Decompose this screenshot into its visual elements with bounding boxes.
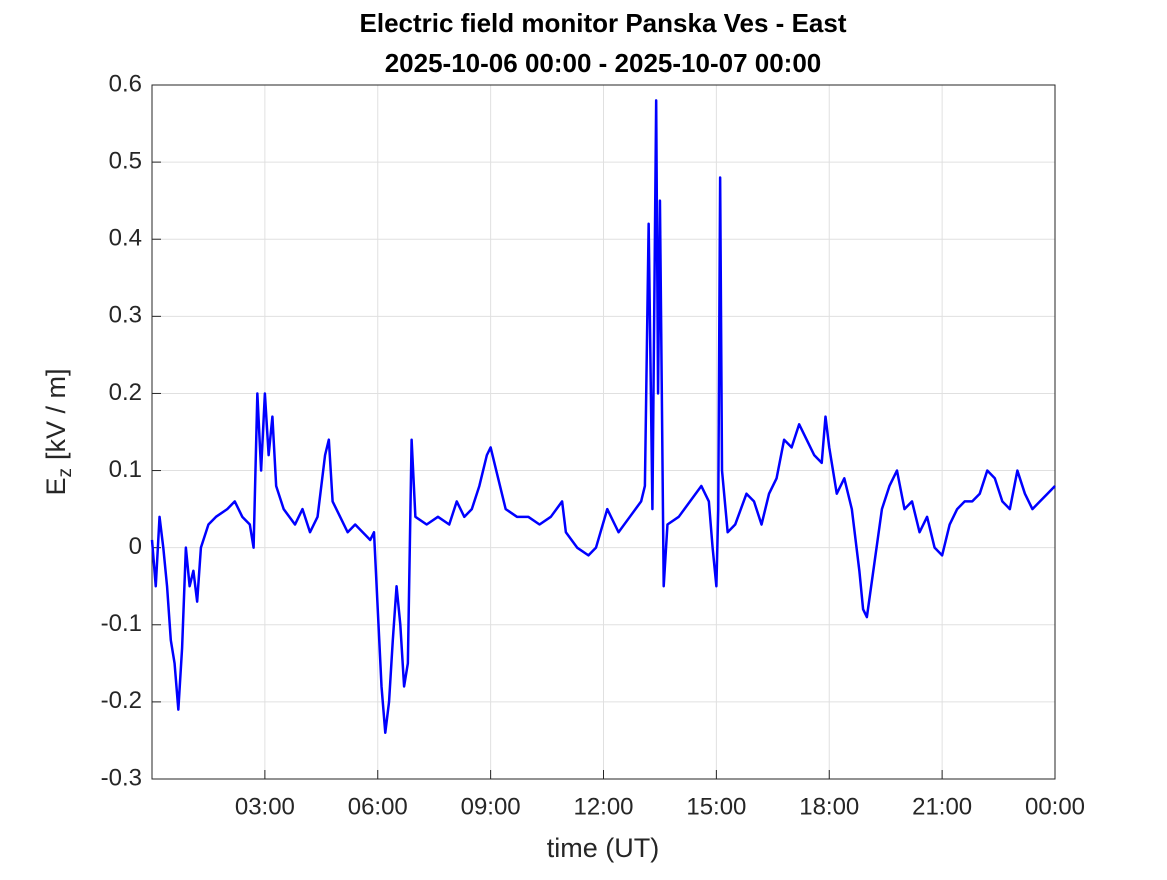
x-tick-label: 00:00: [1025, 793, 1085, 820]
y-tick-label: -0.2: [101, 687, 142, 714]
chart-subtitle: 2025-10-06 00:00 - 2025-10-07 00:00: [385, 48, 822, 78]
x-tick-label: 03:00: [235, 793, 295, 820]
y-tick-label: 0.2: [109, 379, 142, 406]
y-tick-label: 0.1: [109, 456, 142, 483]
x-tick-label: 15:00: [686, 793, 746, 820]
y-tick-label: 0.6: [109, 70, 142, 97]
y-tick-label: 0.4: [109, 225, 142, 252]
x-tick-label: 09:00: [461, 793, 521, 820]
y-label-base: E: [41, 478, 71, 496]
y-axis-label: Ez [kV / m]: [41, 368, 76, 495]
y-tick-label: 0.3: [109, 302, 142, 329]
y-label-rest: [kV / m]: [41, 368, 71, 460]
x-tick-label: 21:00: [912, 793, 972, 820]
chart-title: Electric field monitor Panska Ves - East: [360, 8, 847, 38]
y-label-subscript: z: [55, 468, 76, 478]
x-tick-label: 06:00: [348, 793, 408, 820]
x-axis-label: time (UT): [547, 833, 659, 863]
x-tick-label: 12:00: [573, 793, 633, 820]
y-tick-label: 0.5: [109, 147, 142, 174]
plot-frame: [151, 84, 1056, 780]
y-tick-label: -0.3: [101, 764, 142, 791]
y-tick-label: 0: [129, 533, 142, 560]
x-tick-label: 18:00: [799, 793, 859, 820]
data-line: [150, 99, 1056, 734]
y-tick-label: -0.1: [101, 610, 142, 637]
